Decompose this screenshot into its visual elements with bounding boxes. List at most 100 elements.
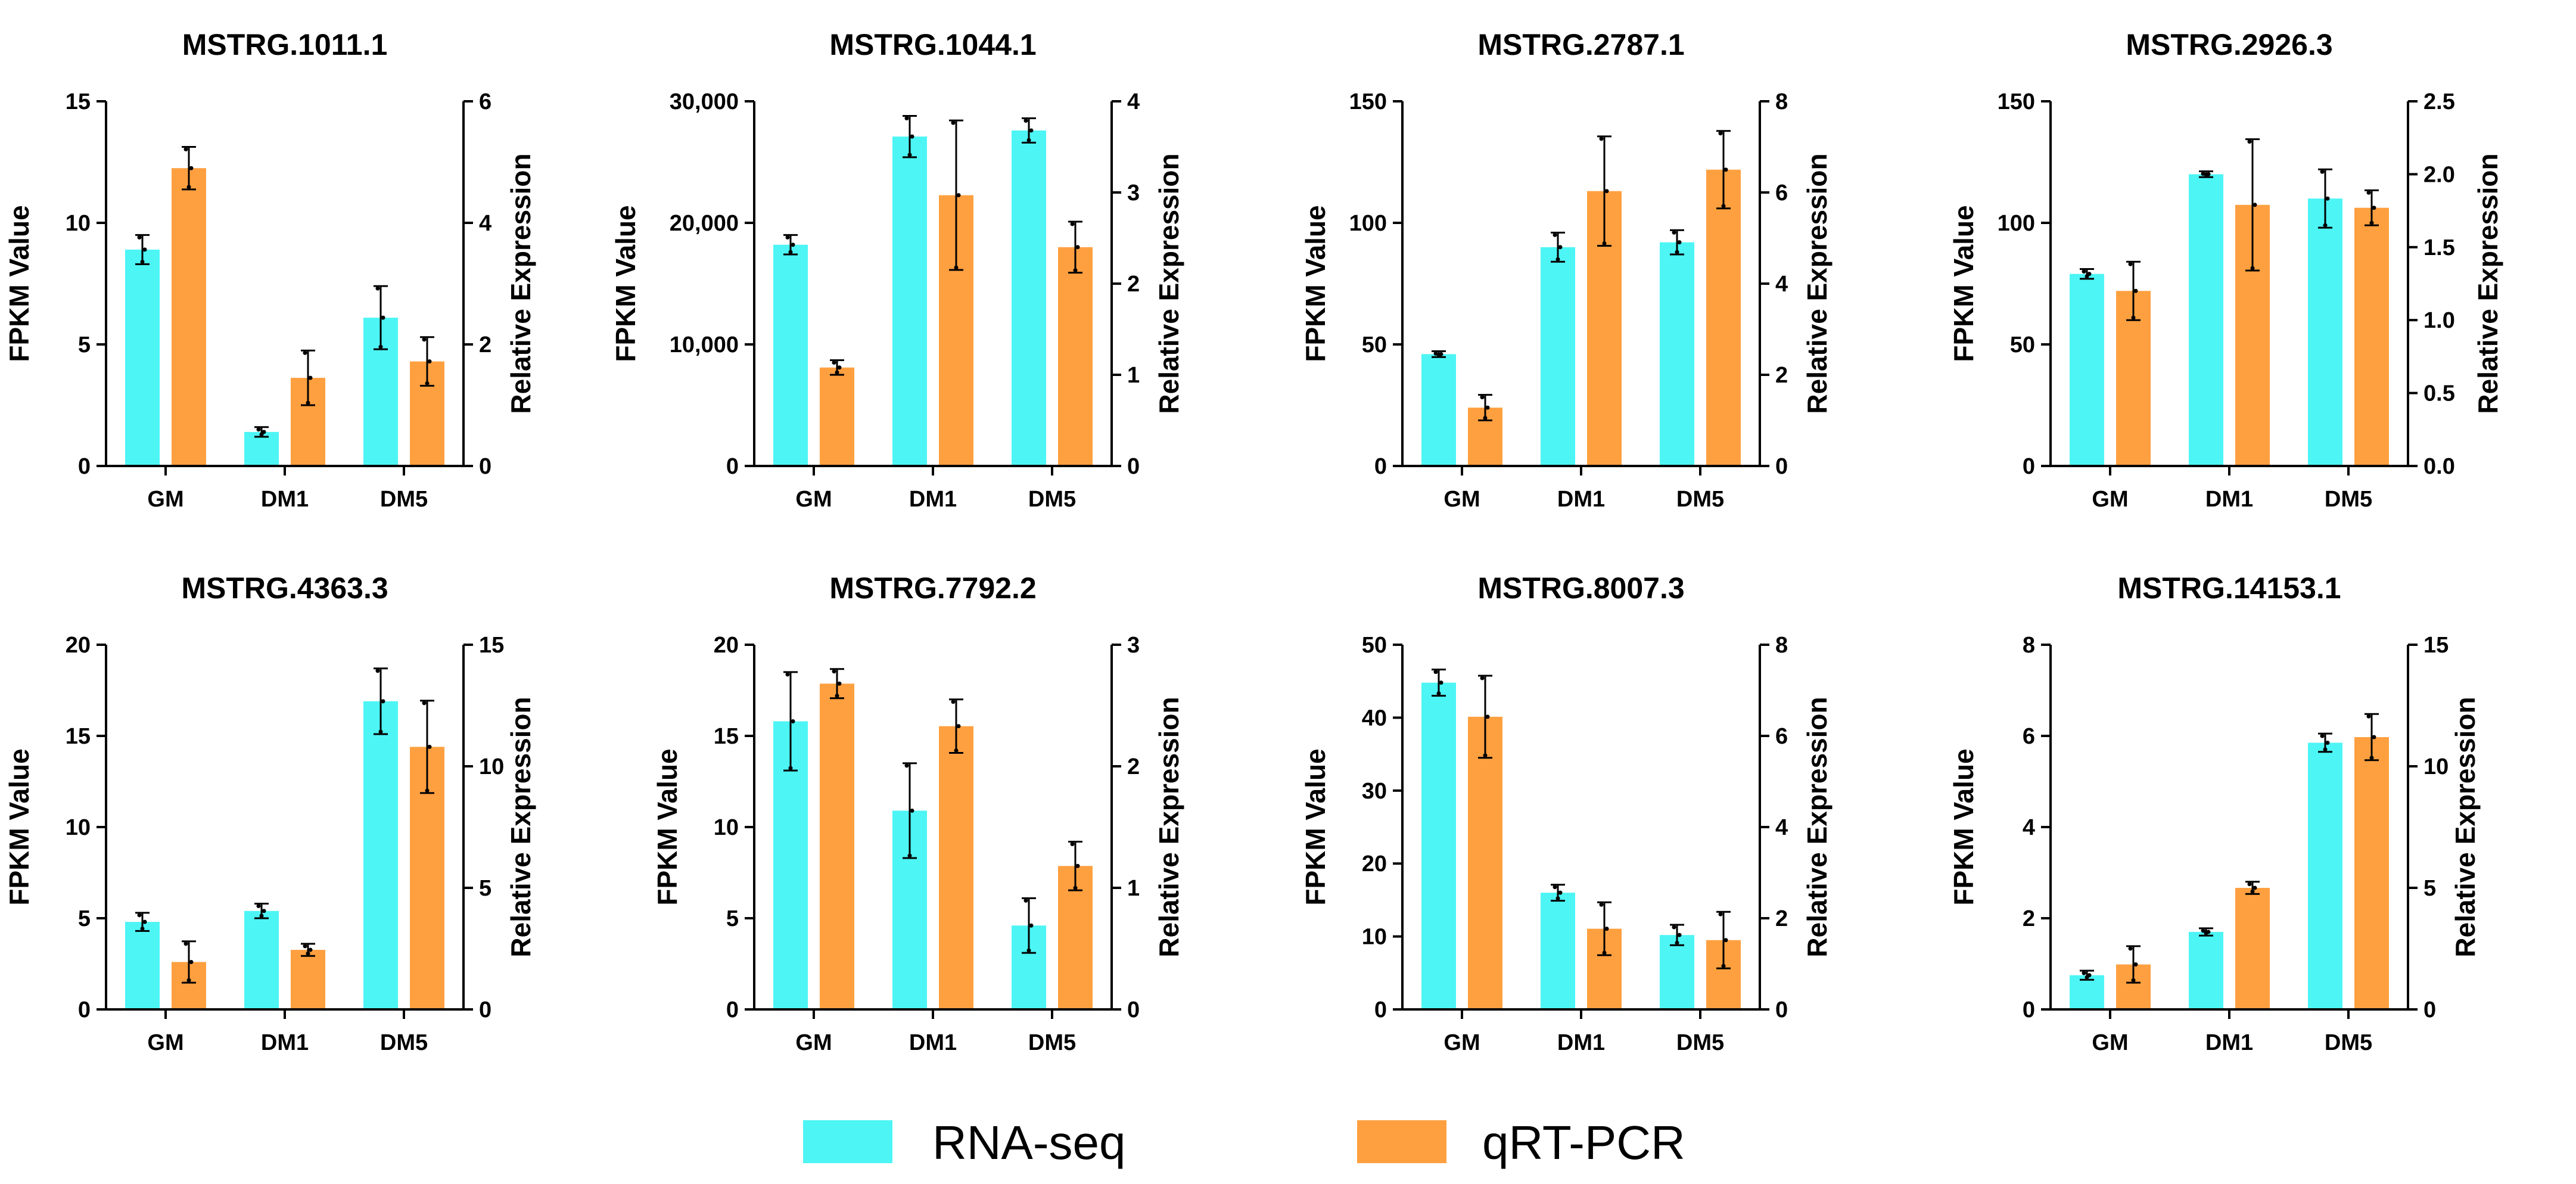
right-y-tick-label: 4 [1775, 815, 1788, 840]
data-point [954, 265, 959, 270]
data-point [1075, 863, 1080, 868]
data-point [904, 116, 909, 120]
right-axis-title: Relative Expression [505, 697, 536, 957]
data-point [378, 344, 383, 349]
left-y-tick-label: 50 [2010, 332, 2035, 358]
data-point [140, 259, 145, 264]
data-point [788, 766, 793, 770]
legend-qrt-pcr-label: qRT-PCR [1482, 1116, 1685, 1169]
left-y-tick-label: 6 [2023, 724, 2035, 749]
right-axis-title: Relative Expression [1802, 153, 1833, 414]
left-y-tick-label: 8 [2023, 633, 2035, 658]
chart-panel-mstrg-1011-1: MSTRG.1011.1 GM DM1 DM5 0 5 10 15 0 2 4 6 FPKM Value… [4, 28, 536, 512]
bar-rna-seq [363, 701, 398, 1009]
data-point [375, 669, 380, 673]
left-axis-title: FPKM Value [610, 205, 641, 362]
data-point [1677, 240, 1682, 245]
data-point [1485, 714, 1490, 719]
data-point [1555, 896, 1560, 901]
chart-panel-mstrg-1044-1: MSTRG.1044.1 GM DM1 DM5 0 10,000 20,000 30,000 0… [610, 28, 1184, 512]
right-y-tick-label: 0.5 [2423, 381, 2455, 406]
data-point [1433, 670, 1438, 675]
data-point [837, 365, 842, 370]
data-point [2131, 315, 2136, 320]
data-point [2085, 274, 2089, 279]
x-tick-label: DM1 [2205, 487, 2253, 512]
data-point [1485, 405, 1490, 410]
chart-panel-mstrg-7792-2: MSTRG.7792.2 GM DM1 DM5 0 5 10 15 20 0 1 2 3 FPKM Val… [652, 571, 1184, 1055]
bar-qrt-pcr [2354, 737, 2389, 1009]
x-tick-label: DM1 [909, 487, 957, 512]
x-tick-label: DM1 [261, 1030, 309, 1055]
data-point [1553, 232, 1557, 237]
left-y-tick-label: 0 [78, 454, 91, 479]
data-point [1721, 204, 1726, 209]
data-point [306, 951, 310, 956]
right-y-tick-label: 15 [2423, 633, 2449, 658]
right-y-tick-label: 4 [1127, 89, 1140, 114]
left-axis-title: FPKM Value [1300, 748, 1331, 905]
x-tick-label: GM [795, 487, 832, 512]
data-point [1677, 933, 1682, 937]
right-y-tick-label: 0 [479, 454, 491, 479]
left-y-tick-label: 0 [726, 454, 739, 479]
x-tick-label: DM5 [1028, 1030, 1076, 1055]
data-point [189, 959, 194, 964]
data-point [2320, 169, 2325, 174]
data-point [259, 432, 264, 437]
data-point [1553, 885, 1557, 890]
right-axis-title: Relative Expression [1153, 697, 1184, 957]
x-tick-label: DM1 [1557, 487, 1605, 512]
data-point [1675, 940, 1679, 945]
data-point [1480, 395, 1485, 400]
right-y-tick-label: 5 [2423, 876, 2436, 901]
data-point [137, 913, 142, 918]
right-y-tick-label: 0 [1127, 454, 1140, 479]
data-point [1029, 128, 1034, 133]
data-point [1604, 927, 1609, 931]
left-y-tick-label: 20 [66, 633, 91, 658]
x-tick-label: GM [1443, 487, 1480, 512]
left-y-tick-label: 40 [1362, 706, 1387, 731]
right-y-tick-label: 0.0 [2423, 454, 2455, 479]
data-point [1602, 241, 1607, 246]
left-axis-title: FPKM Value [1300, 205, 1331, 362]
data-point [2128, 262, 2133, 266]
data-point [256, 904, 261, 909]
data-point [1723, 167, 1728, 172]
data-point [1718, 131, 1723, 136]
legend: RNA-seq qRT-PCR [803, 1116, 1685, 1169]
data-point [1023, 898, 1028, 903]
left-y-tick-label: 15 [66, 89, 91, 114]
left-axis-title: FPKM Value [1948, 748, 1979, 905]
data-point [832, 361, 836, 365]
data-point [2366, 714, 2371, 719]
data-point [2131, 978, 2136, 983]
right-y-tick-label: 10 [2423, 754, 2449, 779]
data-point [2325, 740, 2330, 745]
left-y-tick-label: 20 [714, 633, 739, 658]
data-point [2323, 223, 2328, 228]
data-point [137, 235, 142, 240]
left-y-tick-label: 30,000 [670, 89, 739, 114]
left-y-tick-label: 100 [1349, 211, 1387, 236]
right-y-tick-label: 2 [1775, 363, 1788, 388]
x-tick-label: DM5 [2325, 1030, 2372, 1055]
data-point [2253, 885, 2257, 890]
left-y-tick-label: 5 [726, 906, 739, 931]
left-y-tick-label: 50 [1362, 332, 1387, 358]
data-point [186, 978, 191, 983]
data-point [2372, 206, 2376, 210]
data-point [422, 337, 427, 342]
x-tick-label: DM5 [380, 487, 428, 512]
data-point [837, 681, 842, 686]
chart-panel-mstrg-2926-3: MSTRG.2926.3 GM DM1 DM5 0 50 100 150 0.0 0.5 1.0 1.… [1948, 28, 2503, 512]
x-tick-label: DM5 [1676, 1030, 1724, 1055]
data-point [951, 120, 956, 125]
data-point [1070, 841, 1075, 846]
x-tick-label: GM [2092, 487, 2128, 512]
chart-title: MSTRG.7792.2 [829, 571, 1036, 605]
bar-rna-seq [125, 922, 160, 1009]
left-y-tick-label: 5 [78, 906, 91, 931]
left-y-tick-label: 150 [1349, 89, 1387, 114]
